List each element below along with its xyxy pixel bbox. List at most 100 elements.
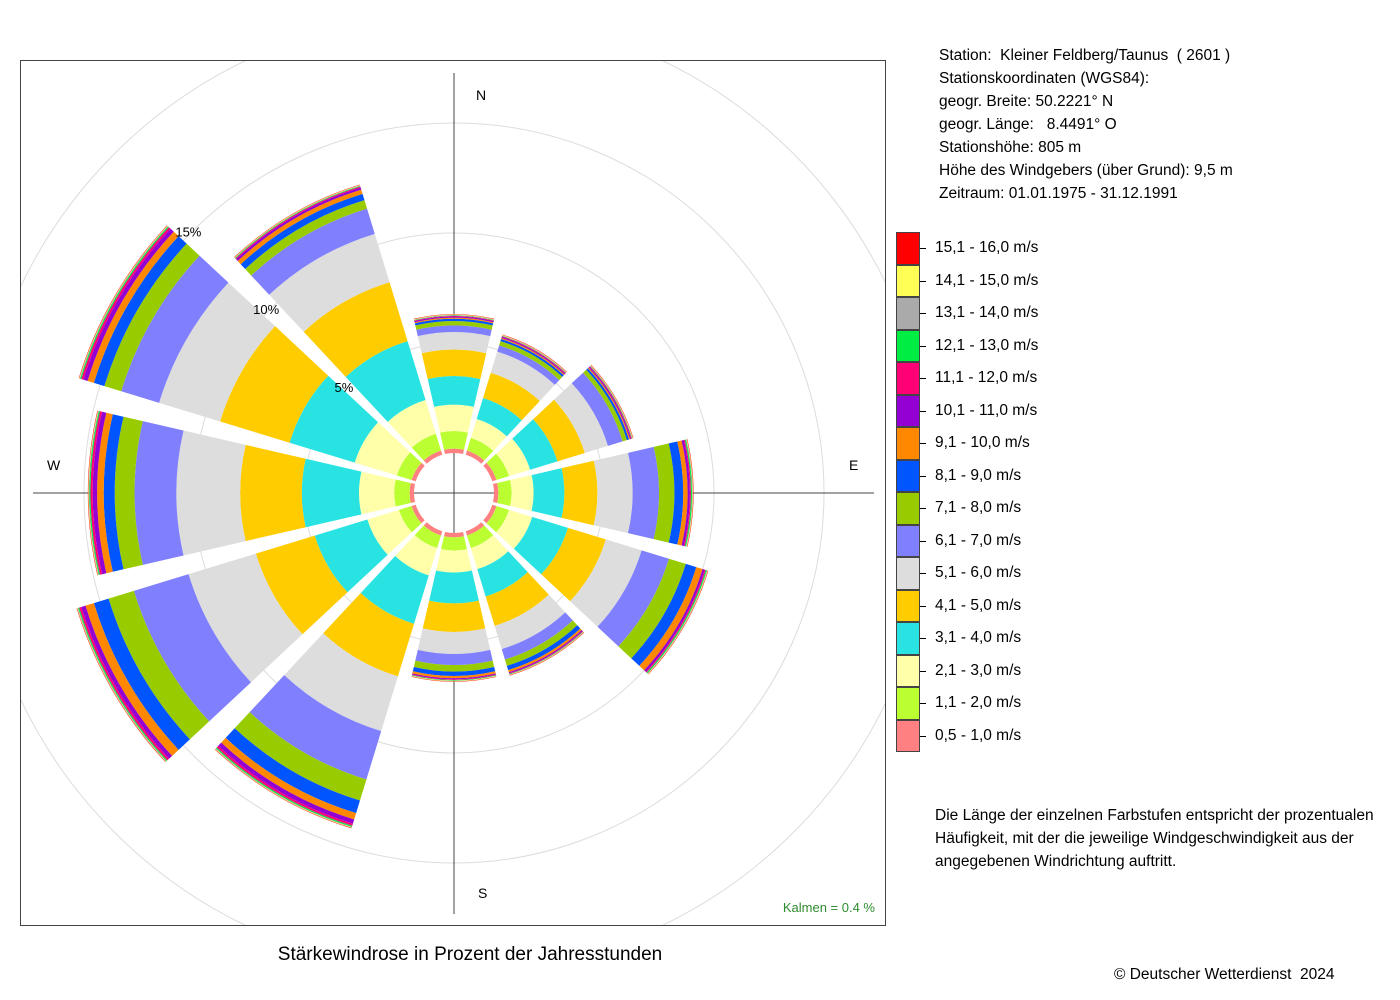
legend-swatch [896, 492, 920, 525]
rose-segment [483, 462, 497, 482]
legend-label: 6,1 - 7,0 m/s [935, 531, 1022, 549]
legend-swatch [896, 232, 920, 265]
rose-segment [414, 317, 494, 324]
legend-label: 7,1 - 8,0 m/s [935, 499, 1022, 516]
rose-segment [583, 369, 627, 442]
rose-segment [409, 483, 416, 503]
legend-tick [920, 540, 926, 542]
rose-segment [485, 572, 549, 626]
rose-segment [421, 349, 487, 379]
compass-north-label: N [476, 87, 487, 103]
station-info-line: Höhe des Windgebers (über Grund): 9,5 m [939, 162, 1233, 179]
rose-segment [359, 471, 396, 515]
legend-swatch [896, 394, 920, 427]
rose-segment [413, 660, 495, 672]
rose-segment [628, 446, 659, 540]
rose-segment [412, 671, 496, 679]
rose-segment [414, 318, 494, 326]
legend-item: 7,1 - 8,0 m/s [896, 492, 1376, 525]
rose-segment [413, 314, 495, 320]
rose-segment [631, 563, 697, 666]
station-info-line: geogr. Breite: 50.2221° N [939, 93, 1114, 110]
legend-item: 3,1 - 4,0 m/s [896, 622, 1376, 655]
rose-segment [240, 193, 365, 270]
rose-segment [476, 397, 522, 437]
rose-segment [411, 674, 497, 680]
legend-swatch [896, 329, 920, 362]
rose-segment [510, 475, 534, 511]
rose-segment [483, 372, 540, 421]
rose-segment [685, 439, 693, 547]
legend-label: 12,1 - 13,0 m/s [935, 336, 1039, 354]
legend-tick [920, 443, 926, 444]
rose-segment [512, 419, 558, 470]
legend-tick [920, 605, 926, 607]
rose-segment [414, 315, 494, 321]
legend-label: 8,1 - 9,0 m/s [935, 466, 1022, 484]
rose-segment [411, 504, 425, 524]
legend-tick [920, 475, 926, 477]
legend-item: 12,1 - 13,0 m/s [896, 329, 1376, 362]
rose-segment [133, 574, 251, 722]
legend-swatch [896, 557, 920, 590]
rose-segment [653, 443, 675, 543]
compass-west-label: W [47, 457, 61, 473]
rose-segment [411, 676, 497, 682]
legend-tick [920, 735, 926, 737]
rose-segment [497, 345, 560, 385]
rose-segment [639, 567, 703, 671]
rose-segment [411, 462, 425, 482]
legend-item: 9,1 - 10,0 m/s [896, 427, 1376, 460]
rose-segment [367, 509, 412, 555]
rose-segment [414, 315, 494, 322]
rose-segment [234, 712, 367, 801]
legend-item: 11,1 - 12,0 m/s [896, 362, 1376, 395]
legend-tick [920, 410, 926, 412]
rose-segment [415, 321, 493, 330]
rose-segment [415, 649, 493, 665]
rose-segment [85, 603, 179, 756]
rose-segment [501, 612, 573, 660]
rose-segment [499, 341, 563, 381]
rose-segment [134, 421, 184, 565]
rose-segment [88, 410, 99, 576]
rose-segment [411, 675, 497, 681]
rose-segment [251, 208, 375, 295]
rose-segment [89, 411, 100, 575]
rose-segment [395, 535, 438, 576]
rose-segment [494, 594, 566, 650]
rose-segment [470, 535, 509, 570]
legend-tick [920, 508, 926, 509]
rose-segment [483, 504, 497, 524]
legend-item: 1,1 - 2,0 m/s [896, 687, 1376, 720]
rose-segment [618, 558, 686, 659]
rose-segment [188, 553, 303, 683]
rose-segment [245, 200, 368, 276]
rose-segment [411, 676, 497, 682]
rose-segment [496, 438, 531, 477]
legend-tick [920, 703, 926, 704]
legend-label: 2,1 - 3,0 m/s [935, 661, 1022, 679]
rose-segment [440, 430, 468, 450]
station-info-line: Stationshöhe: 805 m [939, 139, 1082, 156]
legend-tick [920, 670, 926, 672]
legend-label: 11,1 - 12,0 m/s [935, 369, 1038, 386]
rose-segment [240, 444, 306, 542]
rose-segment [466, 437, 494, 461]
rose-segment [394, 479, 411, 507]
rose-segment [411, 433, 442, 461]
legend-swatch [896, 654, 920, 687]
rose-segment [508, 628, 582, 673]
legend-swatch [896, 687, 920, 720]
rose-segment [269, 233, 390, 332]
legend-swatch [896, 427, 920, 460]
rose-segment [513, 516, 568, 575]
rose-segment [396, 452, 422, 481]
copyright-notice: © Deutscher Wetterdienst 2024 [1114, 966, 1335, 983]
rose-segment [593, 452, 633, 534]
rose-segment [504, 620, 578, 666]
rose-segment [586, 368, 630, 441]
rose-segment [97, 412, 113, 574]
legend-swatch [896, 264, 920, 297]
rose-segment [417, 332, 491, 354]
